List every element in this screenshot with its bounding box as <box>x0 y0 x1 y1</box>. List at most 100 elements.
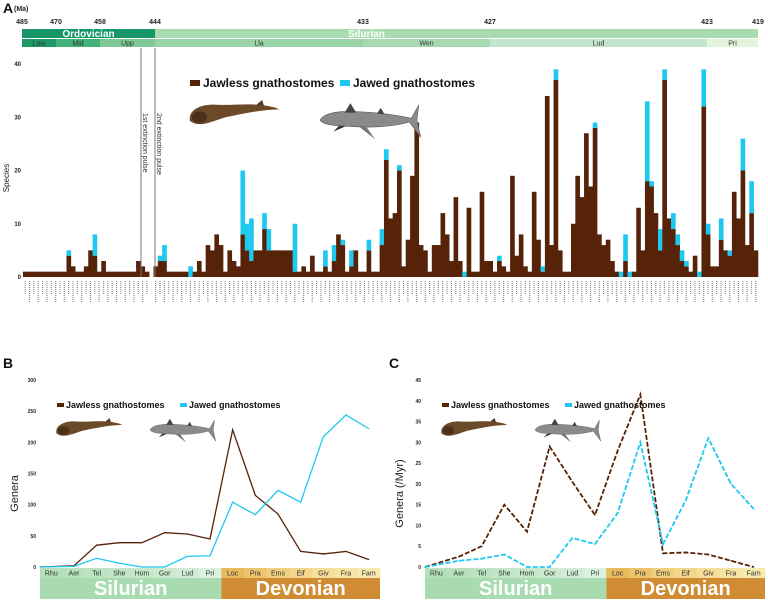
data-point <box>458 556 460 558</box>
data-point <box>481 558 483 560</box>
data-point <box>594 543 596 545</box>
stage-label: Tel <box>92 571 101 578</box>
bar-jawless <box>66 255 72 277</box>
period-bar-devonian <box>221 578 380 599</box>
bar-jawless <box>318 271 324 277</box>
stage-box-fra <box>334 568 358 578</box>
bar-jawless <box>331 261 337 277</box>
epoch-bar-wen <box>363 39 490 47</box>
epoch-label: Lla <box>254 41 263 48</box>
y-tick-label: 250 <box>28 409 37 415</box>
bar-jawless <box>370 271 376 277</box>
period-bar-silurian <box>425 578 607 599</box>
bar-jawless <box>196 261 202 277</box>
data-point <box>322 436 324 438</box>
bar-jawless <box>140 266 146 277</box>
bar-jawless <box>210 250 215 277</box>
epoch-label: Wen <box>419 41 433 48</box>
data-point <box>345 550 347 553</box>
bar-jawless <box>131 271 137 277</box>
stage-label: Hom <box>135 571 150 578</box>
stage-box-giv <box>697 568 720 578</box>
period-label: Devonian <box>256 578 346 600</box>
bar-jawless <box>444 234 450 277</box>
stage-box-aer <box>62 568 86 578</box>
bar-jawless <box>301 266 306 277</box>
bar-jawless <box>649 186 654 277</box>
y-tick-label: 5 <box>418 544 421 550</box>
y-tick-label: 10 <box>14 222 21 228</box>
jawless-fish-illustration <box>56 418 123 436</box>
epoch-bar-low <box>22 39 56 47</box>
data-point <box>118 562 120 564</box>
bar-jawed <box>397 165 402 171</box>
timescale-tick: 419 <box>752 19 764 26</box>
bar-jawless <box>392 213 398 277</box>
data-point <box>707 553 709 556</box>
data-point <box>209 538 211 540</box>
bar-jawless <box>157 261 163 277</box>
y-tick-label: 15 <box>415 503 421 509</box>
jawed-fish-illustration <box>149 418 216 443</box>
bar-jawless <box>753 250 759 277</box>
bar-jawless <box>40 271 46 277</box>
bar-jawless <box>405 239 411 277</box>
legend-swatch-jawless <box>442 403 449 407</box>
bar-jawless <box>723 250 728 277</box>
bar-jawless <box>109 271 115 277</box>
stage-label: Loc <box>227 571 239 578</box>
bar-jawless <box>566 271 572 277</box>
stage-box-loc <box>606 568 630 578</box>
extinction-annotation: 1st extinction pulse <box>141 113 148 173</box>
stage-box-pra <box>244 568 267 578</box>
panel-label-c: C <box>389 355 399 371</box>
bar-jawed <box>66 250 72 256</box>
bar-jawless <box>540 271 546 277</box>
y-axis-label: Genera <box>9 474 21 512</box>
panel-label-a: A <box>3 0 13 16</box>
bar-jawless <box>96 271 102 277</box>
timescale-tick: 444 <box>149 19 161 26</box>
stage-box-lud <box>176 568 199 578</box>
data-point <box>368 428 370 430</box>
timescale-tick: 470 <box>50 19 62 26</box>
extinction-annotation: 2nd extinction pulse <box>155 113 162 175</box>
stage-label: Tel <box>477 571 486 578</box>
bar-jawless <box>401 266 407 277</box>
bar-jawless <box>123 271 128 277</box>
bar-jawless <box>366 250 372 277</box>
data-point <box>617 450 619 452</box>
bar-jawless <box>323 266 328 277</box>
legend-swatch-jawed <box>340 80 350 86</box>
legend-label-jawed: Jawed gnathostomes <box>189 400 281 410</box>
bar-jawless <box>357 271 363 277</box>
bar-jawless <box>449 261 454 277</box>
series-line-jawed <box>39 414 370 568</box>
stage-label: Ems <box>656 571 671 578</box>
bar-jawless <box>170 271 176 277</box>
y-tick-label: 100 <box>28 503 37 509</box>
legend-swatch-jawed <box>565 403 572 407</box>
bar-jawless <box>479 191 485 277</box>
bar-jawed <box>292 223 298 272</box>
series-line-jawless <box>424 391 754 568</box>
y-tick-label: 0 <box>33 565 36 571</box>
data-point <box>458 560 460 562</box>
bar-jawless <box>436 245 441 277</box>
stage-box-rhu <box>40 568 63 578</box>
period-bar-silurian <box>40 578 222 599</box>
bar-jawless <box>431 245 437 277</box>
bar-jawless <box>292 271 298 277</box>
bar-jawless <box>584 133 589 277</box>
bar-jawless <box>105 271 111 277</box>
stage-label: Eif <box>297 571 305 578</box>
bar-jawless <box>349 266 354 277</box>
bar-jawless <box>279 250 285 277</box>
stage-label: She <box>113 571 126 578</box>
data-point <box>254 494 256 496</box>
timescale-unit-label: (Ma) <box>14 6 28 13</box>
bar-jawless <box>736 218 741 277</box>
stage-box-lud <box>561 568 584 578</box>
bar-jawless <box>688 271 694 277</box>
bar-jawless <box>183 271 189 277</box>
